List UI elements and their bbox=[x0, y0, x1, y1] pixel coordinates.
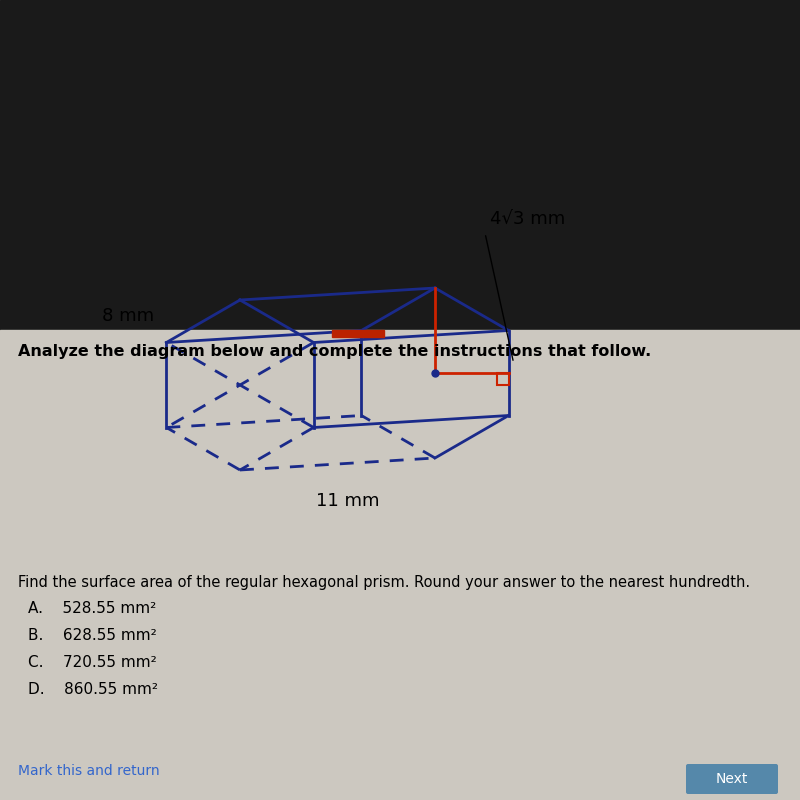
Text: Next: Next bbox=[716, 772, 748, 786]
Bar bbox=[332, 330, 384, 337]
Text: D.    860.55 mm²: D. 860.55 mm² bbox=[28, 682, 158, 697]
Text: 4√3 mm: 4√3 mm bbox=[490, 210, 566, 228]
Text: C.    720.55 mm²: C. 720.55 mm² bbox=[28, 655, 157, 670]
Text: B.    628.55 mm²: B. 628.55 mm² bbox=[28, 628, 157, 643]
Text: Mark this and return: Mark this and return bbox=[18, 764, 160, 778]
Text: Find the surface area of the regular hexagonal prism. Round your answer to the n: Find the surface area of the regular hex… bbox=[18, 575, 750, 590]
Text: Analyze the diagram below and complete the instructions that follow.: Analyze the diagram below and complete t… bbox=[18, 344, 651, 359]
FancyBboxPatch shape bbox=[686, 764, 778, 794]
Text: 8 mm: 8 mm bbox=[102, 307, 154, 326]
Text: 11 mm: 11 mm bbox=[316, 492, 379, 510]
Bar bbox=[0, 330, 800, 800]
Text: A.    528.55 mm²: A. 528.55 mm² bbox=[28, 601, 156, 616]
